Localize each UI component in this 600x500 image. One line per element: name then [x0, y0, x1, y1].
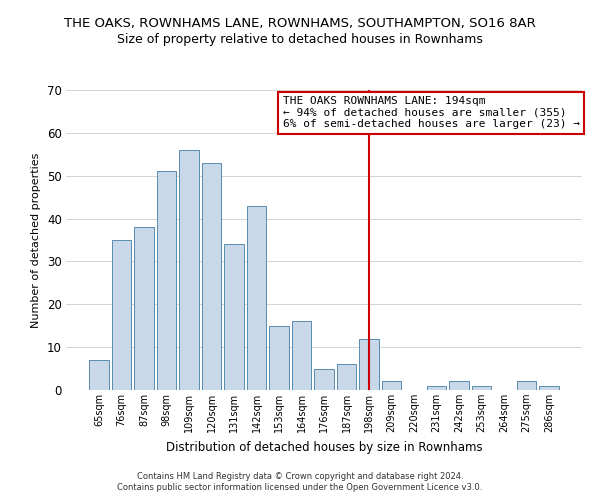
Bar: [269, 326, 289, 390]
Text: Contains public sector information licensed under the Open Government Licence v3: Contains public sector information licen…: [118, 484, 482, 492]
Bar: [517, 382, 536, 390]
Bar: [179, 150, 199, 390]
Bar: [157, 172, 176, 390]
Bar: [89, 360, 109, 390]
Bar: [247, 206, 266, 390]
Text: Size of property relative to detached houses in Rownhams: Size of property relative to detached ho…: [117, 32, 483, 46]
Text: Contains HM Land Registry data © Crown copyright and database right 2024.: Contains HM Land Registry data © Crown c…: [137, 472, 463, 481]
Bar: [359, 338, 379, 390]
Text: THE OAKS ROWNHAMS LANE: 194sqm
← 94% of detached houses are smaller (355)
6% of : THE OAKS ROWNHAMS LANE: 194sqm ← 94% of …: [283, 96, 580, 129]
Bar: [314, 368, 334, 390]
Bar: [202, 163, 221, 390]
Bar: [472, 386, 491, 390]
Bar: [539, 386, 559, 390]
Bar: [382, 382, 401, 390]
Bar: [112, 240, 131, 390]
Text: THE OAKS, ROWNHAMS LANE, ROWNHAMS, SOUTHAMPTON, SO16 8AR: THE OAKS, ROWNHAMS LANE, ROWNHAMS, SOUTH…: [64, 18, 536, 30]
Bar: [134, 227, 154, 390]
Bar: [337, 364, 356, 390]
X-axis label: Distribution of detached houses by size in Rownhams: Distribution of detached houses by size …: [166, 440, 482, 454]
Bar: [224, 244, 244, 390]
Y-axis label: Number of detached properties: Number of detached properties: [31, 152, 41, 328]
Bar: [427, 386, 446, 390]
Bar: [292, 322, 311, 390]
Bar: [449, 382, 469, 390]
